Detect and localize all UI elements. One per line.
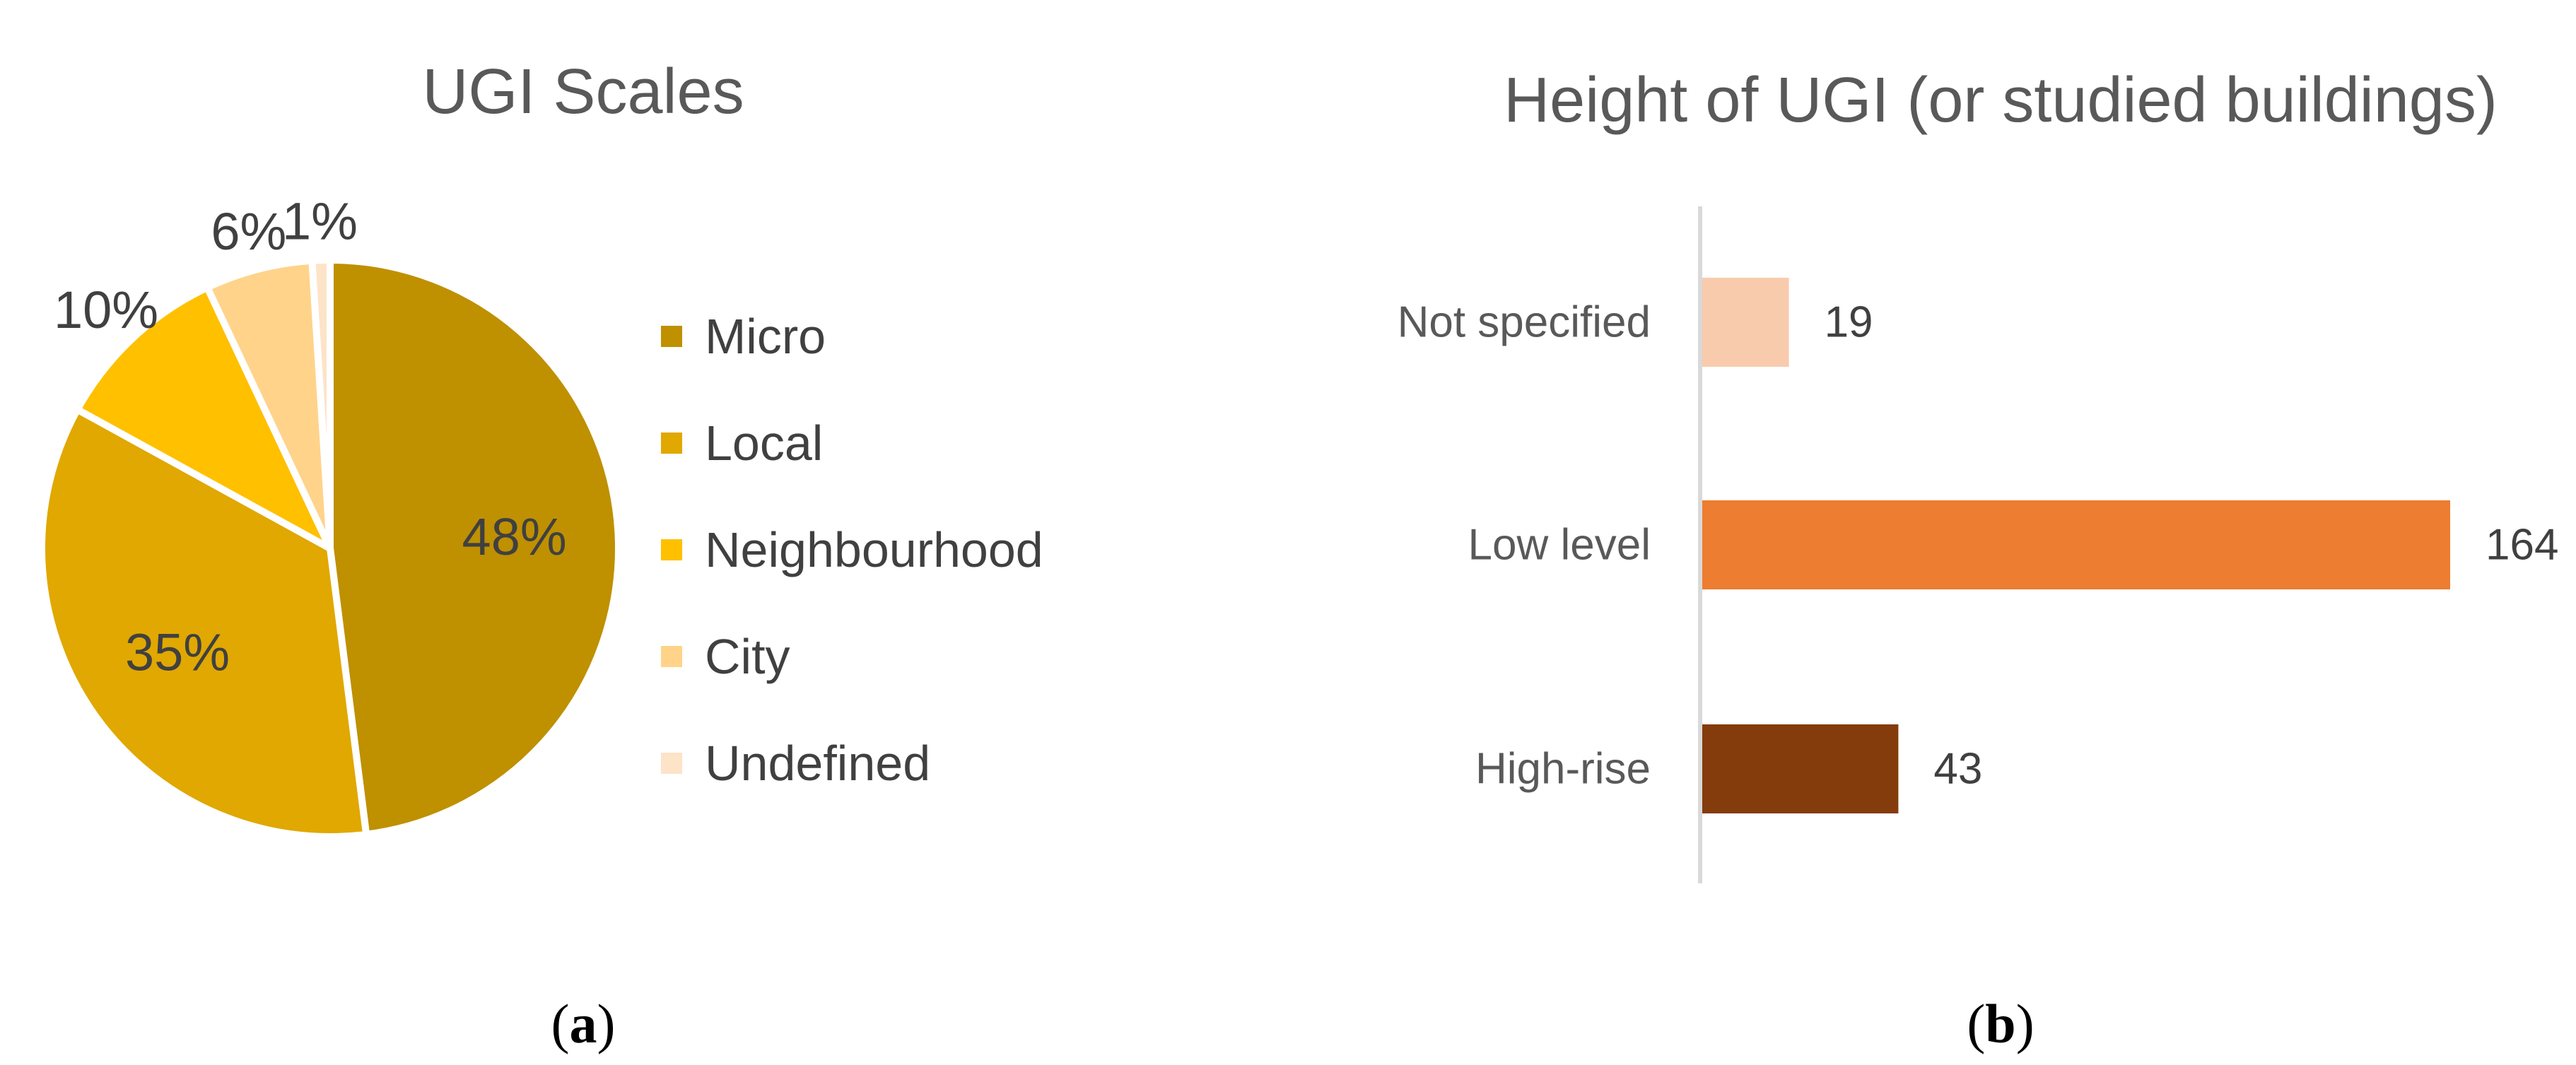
panel-b-letter: b [1985,993,2015,1054]
pie-slice-neighbourhood [74,283,334,552]
bar-chart-title: Height of UGI (or studied buildings) [1504,65,2498,136]
bar-value-labels: 19 164 43 [1825,298,2559,794]
bar-not-specified [1702,278,1789,367]
pie-slice-city [204,257,334,552]
bar-low-level [1702,500,2450,589]
legend-swatch-neighbourhood [661,539,682,560]
pie-slice-micro [327,257,622,838]
panel-a-label: (a) [551,993,616,1054]
pie-slices [38,257,622,840]
legend-label-micro: Micro [705,309,826,364]
panel-b-label: (b) [1967,993,2034,1054]
legend-label-city: City [705,629,790,684]
pie-percent-labels: 48% 35% 10% 6%1% [54,192,567,682]
pie-label-local: 35% [125,623,230,681]
bar-value-label-not-specified: 19 [1825,298,1873,347]
bar-value-label-low-level: 164 [2486,521,2558,570]
pie-label-undefined: 1% [282,192,358,251]
bar-chart-panel: Height of UGI (or studied buildings) Not… [1398,65,2559,1054]
pie-chart-title: UGI Scales [422,57,744,127]
panel-a-letter: a [570,993,597,1054]
bar-category-labels: Not specified Low level High-rise [1398,298,1651,794]
bar-category-label-high-rise: High-rise [1475,745,1651,794]
bar-high-rise [1702,724,1899,813]
legend-swatch-city [661,646,682,667]
legend-swatch-undefined [661,753,682,774]
pie-label-neighbourhood: 10% [54,281,158,339]
bar-category-label-low-level: Low level [1468,521,1651,570]
legend-swatch-micro [661,326,682,347]
pie-slice-local [38,406,370,840]
bar-category-label-not-specified: Not specified [1398,298,1651,347]
bars [1702,278,2450,813]
legend-label-local: Local [705,416,823,471]
pie-label-micro: 48% [462,507,567,566]
pie-label-city: 6% [211,202,286,261]
bar-value-label-high-rise: 43 [1933,745,1982,794]
pie-slice-undefined [308,257,334,552]
legend-label-undefined: Undefined [705,736,930,791]
pie-legend: Micro Local Neighbourhood City Undefined [661,309,1043,791]
legend-swatch-local [661,433,682,454]
legend-label-neighbourhood: Neighbourhood [705,522,1043,577]
pie-chart-panel: UGI Scales 48% 35% 10% 6%1% Micro Local Neigh… [38,57,1043,1054]
